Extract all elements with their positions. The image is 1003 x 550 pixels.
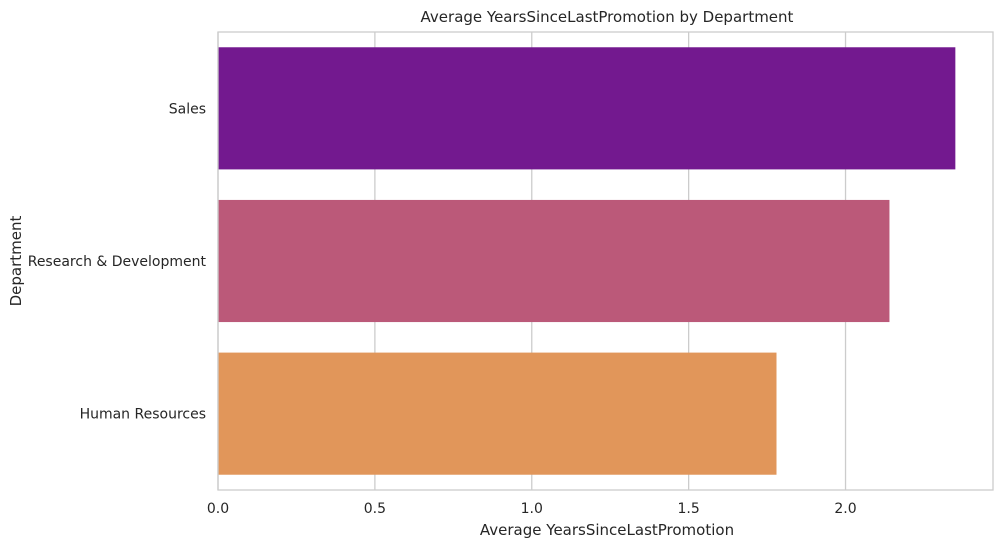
bars: [218, 47, 956, 475]
x-tick-label: 1.0: [521, 501, 543, 517]
y-tick-labels: Sales Research & Development Human Resourc…: [28, 101, 207, 422]
y-tick-label: Human Resources: [80, 407, 206, 423]
bar: [218, 199, 890, 323]
y-axis-label: Department: [7, 216, 25, 307]
chart-title: Average YearsSinceLastPromotion by Depar…: [421, 8, 794, 26]
x-tick-label: 1.5: [678, 501, 700, 517]
x-axis-label: Average YearsSinceLastPromotion: [480, 521, 734, 539]
plot-frame: [217, 31, 994, 491]
x-tick-label: 0.0: [207, 501, 229, 517]
y-tick-label: Sales: [169, 101, 206, 117]
x-tick-labels: 0.0 0.5 1.0 1.5 2.0: [207, 501, 857, 517]
x-tick-label: 2.0: [834, 501, 856, 517]
x-tick-label: 0.5: [364, 501, 386, 517]
bar: [218, 47, 956, 170]
bar: [218, 352, 777, 475]
y-tick-label: Research & Development: [28, 254, 207, 270]
